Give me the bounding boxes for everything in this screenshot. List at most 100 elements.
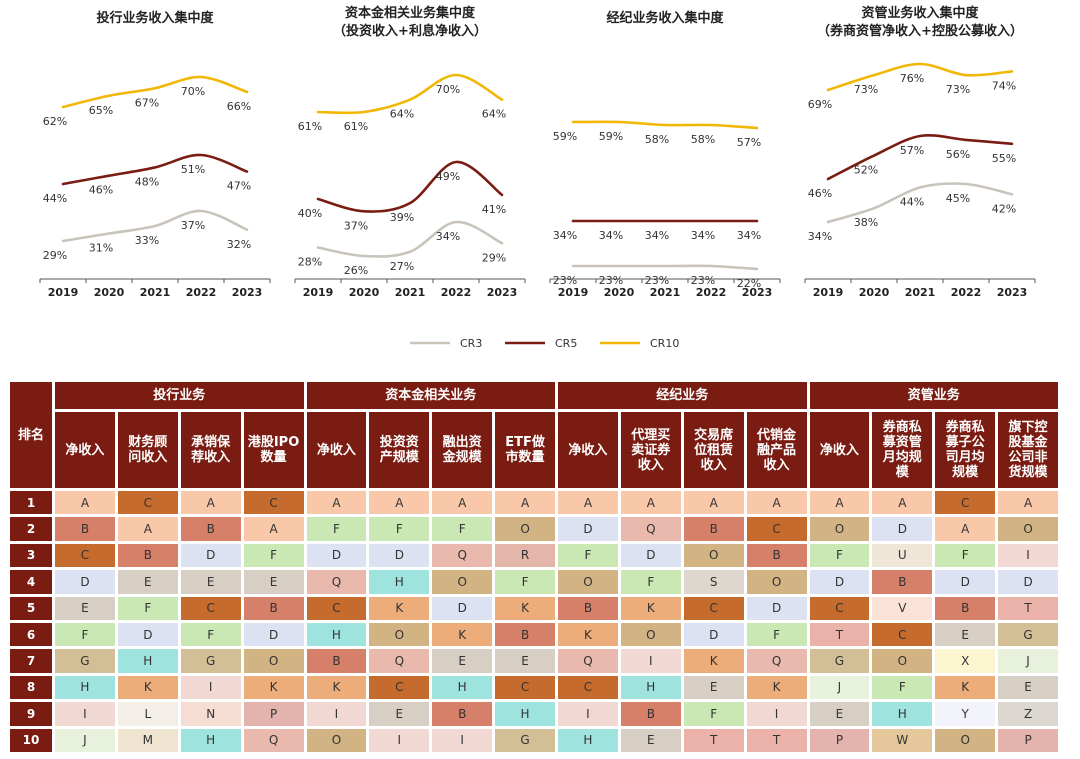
x-tick-label: 2023 <box>742 286 773 299</box>
chart-title: 资本金相关业务集中度 <box>345 5 476 21</box>
table-cell: Z <box>998 702 1058 726</box>
data-label: 29% <box>482 251 506 264</box>
data-label: 49% <box>436 170 460 183</box>
legend-label-cr3: CR3 <box>460 337 482 350</box>
x-tick-label: 2019 <box>48 286 79 299</box>
series-line-cr3 <box>61 209 249 243</box>
table-cell: F <box>495 570 555 594</box>
table-cell: Q <box>746 649 807 673</box>
table-cell: F <box>243 543 304 568</box>
table-cell: Y <box>935 702 996 726</box>
table-cell: F <box>180 622 241 647</box>
table-cell: D <box>55 570 115 594</box>
x-tick-label: 2020 <box>859 286 890 299</box>
data-label: 73% <box>854 83 878 96</box>
x-tick-label: 2023 <box>232 286 263 299</box>
column-header: 券商私募子公司月均规模 <box>935 412 996 488</box>
data-label: 59% <box>599 130 623 143</box>
data-label: 61% <box>344 120 368 133</box>
table-cell: A <box>872 491 933 515</box>
table-cell: G <box>998 622 1058 647</box>
data-label: 29% <box>43 249 67 262</box>
table-cell: K <box>683 649 744 673</box>
table-cell: C <box>935 491 996 515</box>
table-cell: A <box>495 491 555 515</box>
table-cell: Q <box>432 543 493 568</box>
column-header: 融出资金规模 <box>432 412 493 488</box>
data-label: 70% <box>436 83 460 96</box>
data-label: 28% <box>298 256 322 269</box>
x-tick-label: 2020 <box>94 286 125 299</box>
table-cell: O <box>746 570 807 594</box>
table-cell: J <box>809 675 870 700</box>
table-cell: Q <box>620 517 681 541</box>
table-cell: C <box>558 675 618 700</box>
column-header: 财务顾问收入 <box>117 412 178 488</box>
chart-title: 经纪业务收入集中度 <box>606 10 724 26</box>
table-cell: F <box>306 517 367 541</box>
table-cell: H <box>55 675 115 700</box>
table-cell: H <box>872 702 933 726</box>
table-cell: D <box>620 543 681 568</box>
data-label: 37% <box>344 219 368 232</box>
table-cell: A <box>998 491 1058 515</box>
rank-header: 排名 <box>10 382 52 488</box>
data-label: 64% <box>390 108 414 121</box>
table-cell: B <box>117 543 178 568</box>
data-label: 46% <box>808 187 832 200</box>
table-cell: D <box>809 570 870 594</box>
x-tick-label: 2022 <box>186 286 217 299</box>
table-cell: H <box>369 570 430 594</box>
table-cell: I <box>558 702 618 726</box>
data-label: 22% <box>737 277 761 290</box>
x-tick-label: 2021 <box>650 286 681 299</box>
table-cell: J <box>55 728 115 752</box>
rank-cell: 2 <box>10 517 52 541</box>
chart-subtitle: （券商资管净收入+控股公募收入） <box>817 23 1023 39</box>
x-tick-label: 2021 <box>140 286 171 299</box>
series-line-cr10 <box>826 62 1014 92</box>
table-cell: Q <box>243 728 304 752</box>
x-tick-label: 2022 <box>441 286 472 299</box>
chart-title: 资管业务收入集中度 <box>861 5 979 21</box>
series-line-cr10 <box>61 75 249 109</box>
table-cell: B <box>620 702 681 726</box>
table-cell: H <box>432 675 493 700</box>
line-charts-area: 投行业务收入集中度 2019 2020 2021 2022 2023 29% 31% 33% 37… <box>39 5 1036 350</box>
table-cell: F <box>117 596 178 620</box>
table-cell: O <box>872 649 933 673</box>
column-header: 净收入 <box>306 412 367 488</box>
data-label: 52% <box>854 164 878 177</box>
table-cell: A <box>558 491 618 515</box>
data-label: 55% <box>992 152 1016 165</box>
column-header: 港股IPO数量 <box>243 412 304 488</box>
table-cell: O <box>935 728 996 752</box>
table-cell: B <box>55 517 115 541</box>
group-header: 资管业务 <box>809 382 1058 409</box>
data-label: 39% <box>390 211 414 224</box>
table-cell: D <box>998 570 1058 594</box>
table-cell: A <box>683 491 744 515</box>
series-line-cr5 <box>61 153 249 186</box>
rank-cell: 8 <box>10 675 52 700</box>
column-header: 代理买卖证券收入 <box>620 412 681 488</box>
table-cell: K <box>620 596 681 620</box>
table-cell: E <box>243 570 304 594</box>
table-cell: K <box>369 596 430 620</box>
table-cell: O <box>495 517 555 541</box>
data-label: 56% <box>946 148 970 161</box>
table-cell: A <box>935 517 996 541</box>
x-tick-label: 2022 <box>951 286 982 299</box>
data-label: 27% <box>390 260 414 273</box>
group-header: 资本金相关业务 <box>306 382 555 409</box>
table-cell: C <box>369 675 430 700</box>
table-cell: O <box>432 570 493 594</box>
column-header: 净收入 <box>55 412 115 488</box>
data-label: 37% <box>181 219 205 232</box>
table-cell: A <box>432 491 493 515</box>
rank-cell: 3 <box>10 543 52 568</box>
data-label: 51% <box>181 163 205 176</box>
table-cell: F <box>558 543 618 568</box>
table-cell: C <box>243 491 304 515</box>
series-line-cr5 <box>826 134 1014 181</box>
